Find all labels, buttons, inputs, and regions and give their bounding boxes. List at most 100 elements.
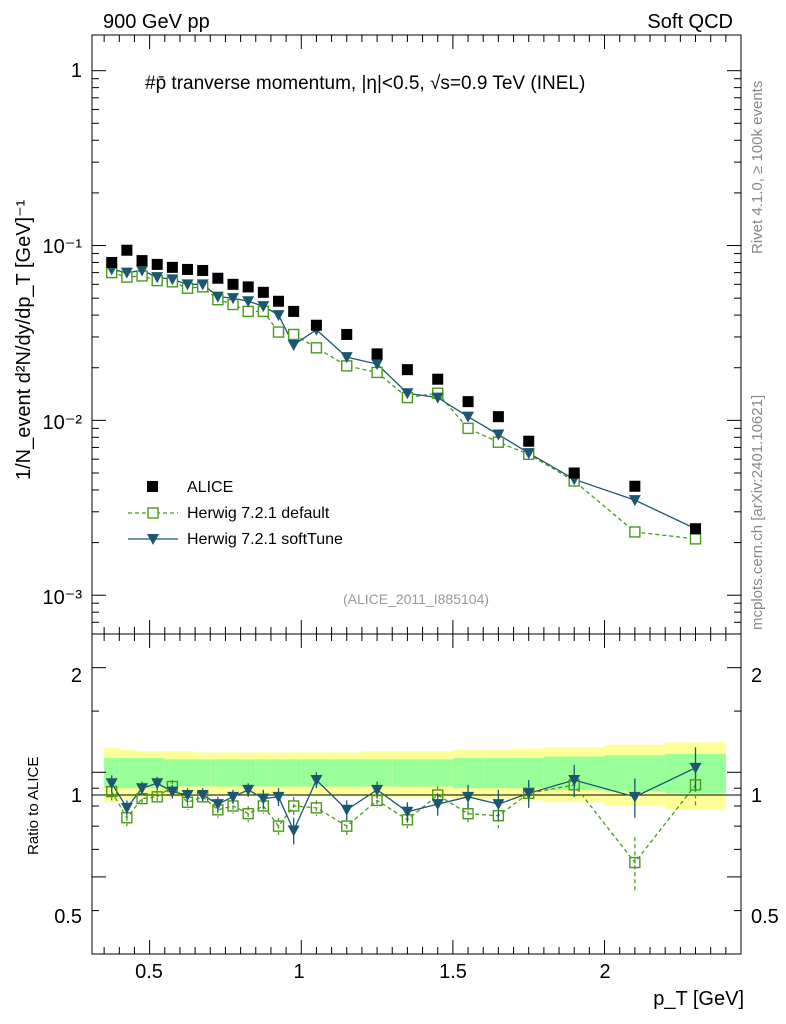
main-marker-alice <box>121 244 133 256</box>
y-tick-label-0p001: 10⁻³ <box>43 587 83 609</box>
main-marker-softtune <box>242 296 255 308</box>
ratio-marker-softtune <box>401 806 414 818</box>
ratio-marker-softtune <box>166 786 179 798</box>
main-marker-alice <box>462 396 474 408</box>
ratio-marker-default <box>310 802 323 814</box>
x-tick-label-1: 1 <box>293 961 304 983</box>
main-marker-alice <box>568 467 580 479</box>
main-marker-alice <box>371 348 383 360</box>
ratio-marker-softtune <box>371 784 384 796</box>
main-marker-softtune <box>272 310 285 322</box>
ratio-band-inner <box>392 759 423 787</box>
ratio-marker-softtune <box>568 775 581 787</box>
main-marker-alice <box>166 261 178 273</box>
ratio-marker-softtune <box>689 762 702 774</box>
ratio-marker-softtune <box>211 799 224 811</box>
ratio-band-inner <box>483 757 514 789</box>
y-tick-label-0p1: 10⁻¹ <box>43 236 83 258</box>
ratio-marker-softtune <box>181 790 194 802</box>
ratio-marker-softtune <box>105 778 118 790</box>
ratio-marker-default <box>341 820 353 832</box>
y-tick-label-0p01: 10⁻² <box>43 412 83 434</box>
ratio-band-inner <box>240 759 256 787</box>
ratio-marker-softtune <box>462 791 475 803</box>
ratio-marker-softtune <box>242 784 255 796</box>
ratio-tick-label-2: 2 <box>71 665 82 687</box>
main-marker-alice <box>341 328 353 340</box>
ratio-marker-default <box>629 856 641 869</box>
legend-marker-default <box>147 507 159 519</box>
ratio-band-inner <box>210 759 226 787</box>
main-marker-alice <box>273 295 285 307</box>
ratio-band-inner <box>255 759 271 787</box>
axis-ticks <box>92 35 742 955</box>
main-marker-alice <box>242 281 254 293</box>
y-tick-label-1: 1 <box>71 60 82 82</box>
ratio-band-inner <box>331 759 362 787</box>
main-marker-softtune <box>257 301 270 313</box>
ratio-marker-softtune <box>287 825 300 837</box>
main-marker-alice <box>629 480 641 492</box>
main-marker-alice <box>432 373 444 385</box>
main-marker-default <box>629 526 641 538</box>
x-tick-label-2: 2 <box>599 961 610 983</box>
ratio-marker-softtune <box>522 788 535 800</box>
ratio-band-inner <box>119 757 135 789</box>
main-series-lines <box>111 268 696 540</box>
x-tick-label-0p5: 0.5 <box>135 961 163 983</box>
legend-label-alice: ALICE <box>187 479 233 496</box>
main-marker-default <box>287 328 300 341</box>
main-marker-alice <box>310 319 322 331</box>
main-marker-softtune <box>462 411 475 423</box>
main-marker-alice <box>288 305 300 317</box>
ratio-marker-softtune <box>120 802 133 814</box>
main-marker-softtune <box>492 429 505 441</box>
x-axis-title: p_T [GeV] <box>653 988 744 1010</box>
main-marker-alice <box>492 411 504 423</box>
ratio-tick-label-0p5-right: 0.5 <box>751 906 779 928</box>
main-marker-alice <box>106 256 118 268</box>
ratio-axis-title: Ratio to ALICE <box>25 757 42 855</box>
ratio-marker-softtune <box>196 790 209 802</box>
legend: ALICE Herwig 7.2.1 default Herwig 7.2.1 … <box>128 479 343 548</box>
legend-marker-softtune <box>147 534 159 545</box>
ratio-series-markers <box>105 762 702 869</box>
ratio-band-inner <box>179 759 196 787</box>
main-marker-default <box>272 326 285 338</box>
ratio-band-inner <box>452 757 484 789</box>
main-marker-softtune <box>340 352 353 364</box>
main-marker-alice <box>197 264 209 276</box>
ratio-tick-label-0p5: 0.5 <box>54 906 82 928</box>
ratio-band-inner <box>164 759 180 787</box>
ratio-marker-softtune <box>310 775 323 787</box>
header-right-label: Soft QCD <box>647 11 733 33</box>
ratio-band-inner <box>134 757 150 789</box>
legend-marker-alice <box>147 481 158 492</box>
ratio-marker-softtune <box>151 778 164 790</box>
main-marker-alice <box>257 286 269 298</box>
ratio-marker-softtune <box>227 791 240 803</box>
ratio-marker-default <box>287 800 300 812</box>
mcplots-label: mcplots.cern.ch [arXiv:2401.10621] <box>749 395 766 630</box>
main-marker-alice <box>523 435 535 447</box>
y-axis-title: 1/N_event d²N/dy/dp_T [GeV]⁻¹ <box>13 199 35 480</box>
ratio-band-inner <box>422 759 453 787</box>
main-marker-softtune <box>431 392 444 404</box>
main-marker-softtune <box>227 293 240 305</box>
main-marker-softtune <box>628 495 641 507</box>
ratio-marker-softtune <box>492 799 505 811</box>
main-line-default <box>111 271 696 540</box>
plot-title: #p̄ tranverse momentum, |η|<0.5, √s=0.9 … <box>145 73 585 94</box>
main-marker-softtune <box>166 274 179 286</box>
ratio-tick-label-1: 1 <box>71 785 82 807</box>
ratio-band-inner <box>195 759 211 787</box>
ratio-marker-softtune <box>628 791 641 803</box>
ratio-marker-softtune <box>136 783 149 795</box>
ratio-marker-default <box>272 820 285 832</box>
main-marker-softtune <box>136 265 149 277</box>
main-marker-softtune <box>371 359 384 371</box>
main-marker-default <box>462 422 474 435</box>
ratio-plot-frame <box>91 633 742 955</box>
ratio-band-inner <box>286 759 302 787</box>
